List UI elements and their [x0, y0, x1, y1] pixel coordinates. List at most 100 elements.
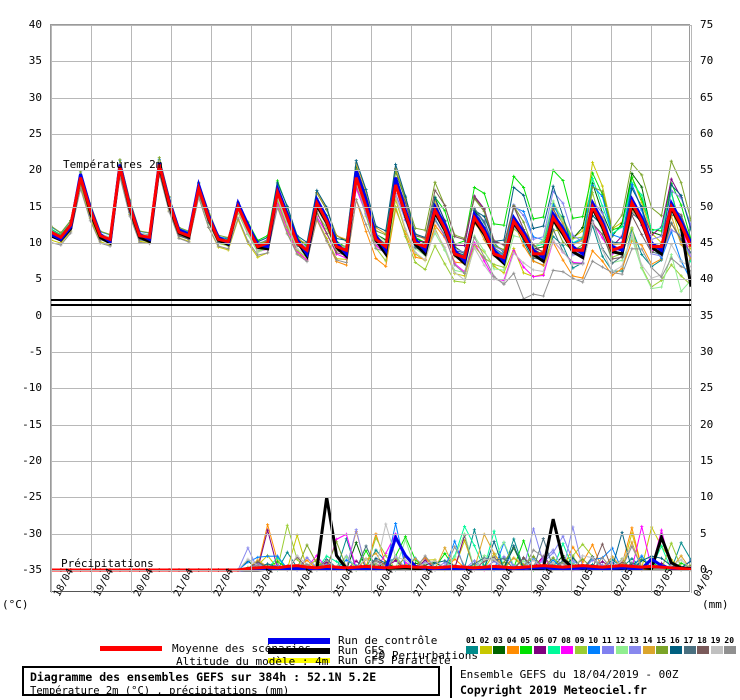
y-tick-right: 70: [700, 54, 714, 68]
right-axis-unit: (mm): [702, 598, 729, 611]
y-tick-right: 35: [700, 308, 714, 322]
gridline-v: [371, 25, 372, 593]
perturbation-number: 03: [493, 636, 503, 645]
legend-label-gfs-parallele: Run GFS Parallele: [338, 654, 451, 667]
run-info: Ensemble GEFS du 18/04/2019 - 00Z: [460, 668, 679, 681]
perturbation-number: 13: [629, 636, 639, 645]
y-tick-left: -35: [22, 563, 42, 576]
perturbation-swatch: [493, 646, 506, 654]
perturbation-swatch: [724, 646, 737, 654]
y-tick-right: 40: [700, 272, 714, 286]
y-tick-left: -15: [22, 417, 42, 431]
gridline-v: [491, 25, 492, 593]
y-tick-right: 50: [700, 199, 714, 213]
perturbation-swatch: [561, 646, 574, 654]
y-tick-right: 30: [700, 345, 714, 358]
perturbation-swatch: [656, 646, 669, 654]
y-tick-left: 10: [28, 236, 42, 249]
y-tick-right: 45: [700, 236, 714, 249]
y-tick-left: -10: [22, 381, 42, 395]
y-tick-left: 20: [28, 163, 42, 177]
precipitation-annotation: Précipitations: [61, 557, 154, 571]
perturbation-swatch: [615, 646, 628, 654]
perturbation-swatch: [602, 646, 614, 654]
gridline-v: [691, 25, 692, 593]
chart-title: Diagramme des ensembles GEFS sur 384h : …: [30, 670, 377, 684]
perturbation-swatch: [710, 646, 723, 654]
gridline-v: [651, 25, 652, 593]
perturbation-swatch: [506, 646, 519, 654]
gridline-v: [451, 25, 452, 593]
legend-label-mean: Moyenne des scénarios: [172, 642, 312, 655]
perturbation-swatch: [629, 646, 642, 654]
gridline-v: [51, 25, 52, 593]
perturbation-number: 06: [534, 636, 544, 645]
legend-swatch-control: [268, 638, 330, 644]
gridline-v: [331, 25, 332, 593]
perturbation-swatch: [547, 646, 560, 654]
legend: Moyenne des scénarios Run de contrôle Ru…: [0, 635, 740, 668]
y-tick-right: 15: [700, 454, 714, 467]
copyright: Copyright 2019 Meteociel.fr: [460, 683, 647, 697]
perturbation-swatch: [479, 646, 492, 654]
y-tick-right: 10: [700, 490, 714, 504]
y-tick-right: 65: [700, 90, 714, 104]
legend-label-altitude: Altitude du modèle : 4m: [176, 655, 329, 668]
y-tick-right: 20: [700, 417, 714, 431]
perturbation-number: 07: [547, 636, 558, 645]
perturbation-swatch: [534, 646, 546, 654]
y-tick-right: 0: [700, 563, 707, 576]
gridline-v: [411, 25, 412, 593]
gridline-v: [171, 25, 172, 593]
perturbation-number: 04: [506, 636, 517, 645]
perturbation-number: 15: [656, 636, 667, 645]
perturbation-swatch: [520, 646, 533, 654]
perturbation-number: 14: [642, 636, 653, 645]
y-tick-left: -30: [22, 526, 42, 540]
y-tick-left: 30: [28, 90, 42, 104]
title-box: Diagramme des ensembles GEFS sur 384h : …: [22, 666, 440, 697]
legend-swatch-gfs-parallele: [268, 658, 330, 663]
perturbation-swatch: [642, 646, 655, 654]
perturbation-number: 09: [574, 636, 585, 645]
perturbation-number: 02: [479, 636, 490, 645]
gridline-v: [211, 25, 212, 593]
gridline-v: [611, 25, 612, 593]
perturbation-number: 12: [615, 636, 626, 645]
gridline-v: [251, 25, 252, 593]
run-info-box: Ensemble GEFS du 18/04/2019 - 00Z Copyri…: [450, 666, 740, 698]
gridline-v: [571, 25, 572, 593]
perturbation-number: 10: [588, 636, 599, 645]
gridline-v: [131, 25, 132, 593]
y-tick-left: 0: [35, 308, 42, 322]
chart-subtitle: Température 2m (°C) , précipitations (mm…: [30, 685, 290, 697]
y-tick-right: 25: [700, 381, 714, 395]
perturbation-swatch: [574, 646, 587, 654]
perturbation-number: 08: [561, 636, 571, 645]
y-tick-left: 40: [28, 18, 42, 31]
legend-label-perturbations: 20 Perturbations: [372, 649, 478, 662]
left-axis-unit: (°C): [2, 598, 29, 611]
perturbation-swatch: [588, 646, 601, 654]
y-tick-right: 5: [700, 526, 707, 540]
perturbation-number: 11: [602, 636, 612, 645]
y-tick-left: -25: [22, 490, 42, 504]
perturbation-number: 18: [697, 636, 707, 645]
perturbation-number: 01: [466, 636, 476, 645]
zero-degree-line: [51, 299, 691, 306]
y-tick-right: 75: [700, 18, 714, 31]
perturbation-swatch: [466, 646, 478, 654]
perturbation-swatch: [683, 646, 696, 654]
y-tick-left: -20: [22, 454, 42, 467]
temperature-annotation: Températures 2m: [63, 158, 163, 172]
y-tick-right: 55: [700, 163, 714, 177]
legend-swatch-mean: [100, 646, 162, 651]
legend-label-gfs: Run GFS: [338, 644, 385, 657]
perturbation-number: 05: [520, 636, 531, 645]
gridline-v: [531, 25, 532, 593]
y-tick-left: -5: [28, 345, 42, 358]
y-tick-left: 35: [28, 54, 42, 68]
perturbation-number: 17: [683, 636, 694, 645]
y-tick-left: 25: [28, 127, 42, 140]
